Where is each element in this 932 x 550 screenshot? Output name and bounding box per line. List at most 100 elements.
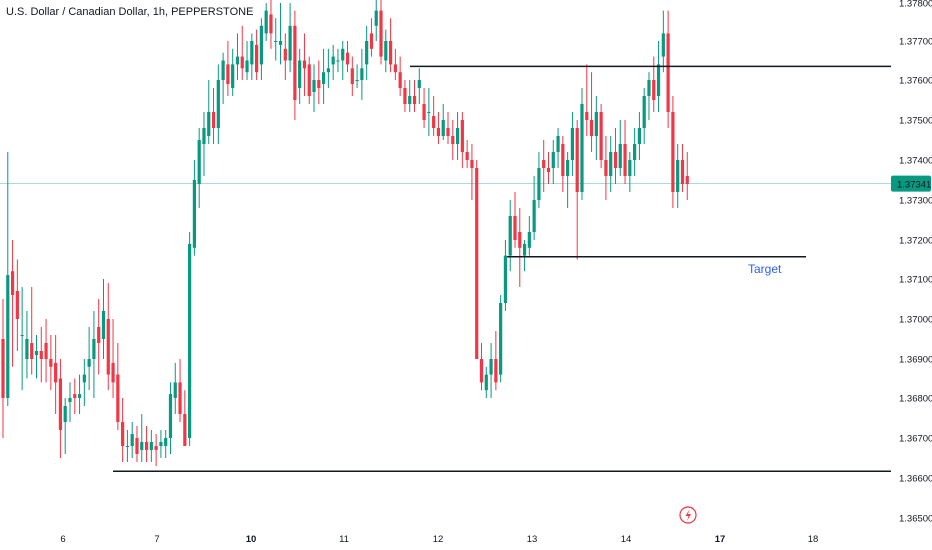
candle-body	[49, 359, 53, 367]
candle-body	[551, 152, 555, 168]
candle-body	[656, 64, 661, 96]
candle-body	[527, 232, 531, 248]
time-axis[interactable]: 6 7 10 11 12 13 14 17 18	[60, 534, 818, 545]
candle-body	[259, 25, 263, 65]
current-price-tag	[891, 175, 931, 192]
candle-body	[384, 41, 388, 61]
candle-body	[326, 68, 330, 73]
y-tick-label: 1.37800	[899, 0, 932, 10]
candle-body	[125, 446, 130, 447]
candle-body	[92, 339, 96, 359]
y-tick-label: 1.37000	[899, 315, 932, 326]
candle-body	[159, 442, 163, 446]
candle-body	[676, 160, 680, 192]
candles	[1, 0, 689, 466]
current-price-label: 1.37341	[897, 180, 931, 191]
candle-body	[618, 144, 622, 168]
candle-body	[58, 378, 63, 430]
y-tick-label: 1.37600	[899, 76, 932, 87]
candle-body	[532, 200, 536, 232]
candle-body	[642, 96, 646, 128]
y-tick-label: 1.36800	[899, 394, 932, 405]
candle-body	[216, 80, 220, 128]
y-tick-label: 1.37700	[899, 37, 932, 48]
candle-body	[374, 10, 378, 26]
candle-body	[575, 128, 579, 192]
candle-body	[10, 271, 15, 295]
candle-body	[479, 359, 484, 383]
candle-body	[422, 104, 426, 120]
candle-body	[278, 41, 283, 45]
candle-body	[168, 394, 173, 438]
candle-body	[561, 144, 565, 176]
candle-body	[412, 96, 417, 104]
candle-body	[183, 414, 187, 446]
candle-body	[68, 398, 72, 402]
candle-body	[599, 112, 603, 160]
candle-body	[101, 311, 106, 339]
candle-body	[513, 216, 517, 240]
candle-body	[594, 112, 598, 136]
x-tick-label: 18	[808, 534, 819, 545]
candle-body	[580, 104, 584, 192]
candle-body	[283, 48, 287, 61]
candle-body	[680, 160, 685, 184]
candle-body	[226, 64, 230, 84]
candle-body	[637, 128, 642, 144]
candle-body	[121, 422, 125, 446]
candle-body	[436, 128, 441, 136]
candle-body	[202, 128, 206, 144]
candle-body	[341, 48, 345, 61]
y-tick-label: 1.36600	[899, 474, 932, 485]
candle-body	[666, 33, 670, 112]
candle-body	[235, 56, 240, 65]
y-tick-label: 1.36700	[899, 434, 932, 445]
x-tick-label: 14	[621, 534, 632, 545]
candle-body	[63, 406, 67, 422]
candle-body	[566, 160, 570, 176]
candle-body	[274, 41, 278, 42]
candle-body	[317, 80, 321, 88]
y-tick-label: 1.37400	[899, 156, 932, 167]
candle-body	[393, 64, 397, 73]
candle-body	[77, 394, 82, 398]
y-tick-label: 1.36500	[899, 514, 932, 525]
candle-body	[135, 438, 139, 454]
y-tick-label: 1.36900	[899, 355, 932, 366]
candle-body	[432, 116, 436, 128]
candle-body	[652, 80, 656, 100]
candle-body	[307, 64, 311, 96]
candle-body	[240, 56, 244, 69]
x-tick-label: 11	[339, 534, 349, 545]
horizontal-levels[interactable]	[113, 65, 891, 472]
candle-body	[455, 128, 460, 144]
candle-body	[250, 41, 254, 65]
y-tick-label: 1.37200	[899, 236, 932, 247]
candle-body	[499, 303, 503, 375]
y-tick-label: 1.37500	[899, 116, 932, 127]
candle-body	[403, 88, 407, 104]
candle-body	[398, 72, 402, 88]
candle-body	[207, 112, 211, 136]
candle-body	[589, 120, 594, 136]
candle-body	[188, 243, 192, 438]
candle-body	[508, 216, 512, 256]
x-tick-label: 7	[154, 534, 159, 545]
candle-body	[336, 60, 340, 62]
candle-body	[628, 160, 632, 176]
target-label: Target	[748, 262, 782, 276]
candle-body	[556, 136, 560, 152]
candle-body	[15, 291, 19, 319]
candle-body	[408, 96, 412, 104]
candle-body	[173, 382, 177, 398]
candle-body	[369, 33, 374, 49]
candle-body	[427, 112, 431, 113]
candle-body	[264, 10, 268, 34]
lightning-icon[interactable]	[679, 506, 697, 524]
candle-body	[106, 319, 110, 375]
price-axis[interactable]: 1.37800 1.37700 1.37600 1.37500 1.37400 1.373…	[891, 0, 932, 525]
candle-body	[302, 60, 307, 69]
candle-body	[451, 136, 455, 144]
candle-body	[130, 434, 134, 446]
